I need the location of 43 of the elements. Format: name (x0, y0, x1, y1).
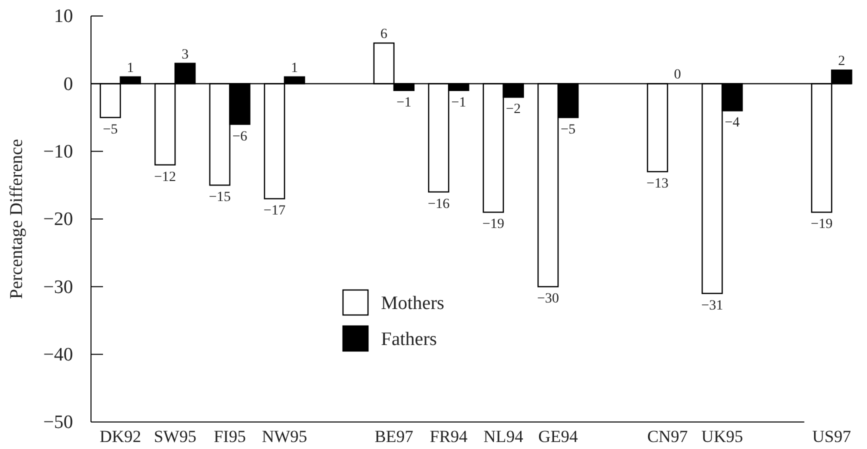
x-tick-label: US97 (812, 427, 852, 446)
data-label: 0 (674, 68, 681, 83)
data-label: −19 (810, 217, 833, 232)
data-label: −12 (154, 170, 176, 185)
y-tick-label: −50 (43, 412, 73, 434)
x-tick-label: NL94 (484, 427, 524, 446)
data-label: −15 (208, 190, 231, 206)
data-label: −17 (264, 204, 286, 219)
y-tick-label: −10 (43, 141, 73, 162)
y-axis-title: Percentage Difference (6, 138, 26, 300)
data-label: −19 (482, 217, 504, 232)
data-label: −1 (451, 95, 466, 110)
x-tick-label: SW95 (154, 427, 196, 446)
data-label: 2 (838, 54, 846, 70)
y-tick-label: −40 (43, 344, 73, 366)
data-label: 1 (291, 60, 298, 76)
data-label: −4 (724, 116, 740, 131)
x-tick-label: BE97 (374, 427, 414, 446)
y-tick-label: 10 (54, 6, 73, 28)
y-tick-label: 0 (64, 74, 73, 95)
x-tick-label: FR94 (430, 427, 468, 446)
x-tick-label: NW95 (262, 427, 308, 446)
data-label: −13 (646, 176, 668, 192)
x-tick-label: FI95 (214, 427, 246, 446)
y-tick-label: −30 (43, 276, 73, 298)
data-label: 1 (126, 60, 134, 76)
x-tick-label: DK92 (100, 427, 142, 446)
x-tick-label: CN97 (647, 427, 688, 446)
data-label: −2 (506, 102, 521, 118)
data-label: −16 (428, 196, 450, 212)
x-tick-label: GE94 (538, 427, 578, 446)
data-label: −1 (396, 95, 412, 110)
x-tick-label: UK95 (701, 427, 743, 446)
data-label: −31 (701, 298, 724, 314)
data-label: 6 (380, 27, 388, 42)
legend-label: Fathers (381, 329, 437, 350)
y-tick-label: −20 (43, 209, 73, 230)
legend-label: Mothers (381, 293, 444, 314)
data-label: −30 (537, 292, 560, 307)
data-label: −6 (232, 129, 248, 144)
data-label: 3 (182, 47, 189, 62)
data-label: −5 (560, 122, 576, 138)
data-label: −5 (102, 122, 118, 138)
